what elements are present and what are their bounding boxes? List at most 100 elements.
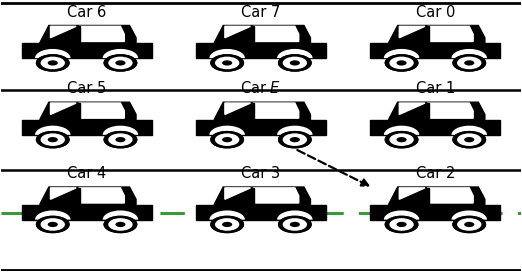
- Polygon shape: [399, 103, 425, 115]
- Polygon shape: [21, 205, 152, 220]
- Polygon shape: [425, 26, 429, 43]
- Polygon shape: [214, 102, 311, 120]
- Text: Car 4: Car 4: [67, 166, 106, 181]
- Circle shape: [278, 54, 312, 72]
- Circle shape: [222, 60, 232, 66]
- Polygon shape: [251, 188, 255, 205]
- Polygon shape: [138, 135, 152, 136]
- Circle shape: [36, 131, 69, 149]
- Polygon shape: [370, 135, 384, 136]
- Circle shape: [464, 60, 474, 66]
- Polygon shape: [225, 188, 251, 199]
- Circle shape: [103, 131, 137, 149]
- Polygon shape: [253, 26, 299, 41]
- Wedge shape: [277, 211, 313, 220]
- Polygon shape: [21, 220, 35, 221]
- Circle shape: [457, 57, 481, 69]
- Polygon shape: [40, 102, 136, 120]
- Circle shape: [210, 216, 244, 233]
- Polygon shape: [79, 103, 124, 118]
- Wedge shape: [103, 126, 138, 135]
- Circle shape: [103, 131, 137, 149]
- Circle shape: [397, 137, 407, 142]
- Polygon shape: [196, 205, 326, 220]
- Circle shape: [290, 137, 300, 142]
- Polygon shape: [40, 26, 136, 43]
- Circle shape: [389, 57, 414, 69]
- Wedge shape: [277, 126, 313, 135]
- Circle shape: [453, 54, 486, 72]
- Polygon shape: [138, 220, 152, 221]
- Circle shape: [290, 60, 300, 66]
- Circle shape: [108, 218, 133, 231]
- Polygon shape: [399, 188, 425, 199]
- Wedge shape: [277, 49, 313, 58]
- Text: Car 6: Car 6: [67, 5, 106, 20]
- Circle shape: [457, 133, 481, 146]
- Circle shape: [36, 131, 69, 149]
- Polygon shape: [51, 188, 76, 199]
- Circle shape: [282, 133, 307, 146]
- Polygon shape: [251, 103, 255, 120]
- Circle shape: [389, 218, 414, 231]
- Circle shape: [464, 222, 474, 227]
- Circle shape: [397, 60, 407, 66]
- Circle shape: [215, 133, 240, 146]
- Polygon shape: [70, 220, 103, 221]
- Circle shape: [115, 60, 125, 66]
- Polygon shape: [79, 188, 124, 203]
- Polygon shape: [196, 58, 209, 60]
- Circle shape: [290, 137, 300, 142]
- Circle shape: [103, 54, 137, 72]
- Circle shape: [222, 222, 232, 227]
- Polygon shape: [21, 120, 152, 135]
- Circle shape: [108, 133, 133, 146]
- Circle shape: [282, 218, 307, 231]
- Circle shape: [41, 57, 65, 69]
- Text: Car 0: Car 0: [416, 5, 455, 20]
- Polygon shape: [419, 58, 452, 60]
- Circle shape: [103, 216, 137, 233]
- Circle shape: [278, 131, 312, 149]
- Circle shape: [48, 60, 58, 66]
- Wedge shape: [209, 126, 245, 135]
- Circle shape: [278, 216, 312, 233]
- Circle shape: [36, 216, 69, 233]
- Polygon shape: [79, 26, 124, 41]
- Text: Car 1: Car 1: [416, 81, 455, 96]
- Polygon shape: [487, 58, 501, 60]
- Polygon shape: [388, 26, 485, 43]
- Polygon shape: [388, 102, 485, 120]
- Wedge shape: [209, 49, 245, 58]
- Circle shape: [385, 54, 419, 72]
- Circle shape: [215, 218, 240, 231]
- Circle shape: [464, 60, 474, 66]
- Polygon shape: [51, 26, 76, 38]
- Text: Car 3: Car 3: [242, 166, 280, 181]
- Polygon shape: [21, 58, 35, 60]
- Wedge shape: [103, 49, 138, 58]
- Circle shape: [36, 54, 69, 72]
- Wedge shape: [103, 211, 138, 220]
- Text: Car 5: Car 5: [67, 81, 106, 96]
- Circle shape: [210, 131, 244, 149]
- Polygon shape: [196, 220, 209, 221]
- Wedge shape: [384, 211, 419, 220]
- Circle shape: [457, 133, 481, 146]
- Circle shape: [41, 133, 65, 146]
- Polygon shape: [21, 43, 152, 58]
- Circle shape: [282, 57, 307, 69]
- Polygon shape: [214, 26, 311, 43]
- Circle shape: [397, 222, 407, 227]
- Circle shape: [41, 218, 65, 231]
- Circle shape: [453, 216, 486, 233]
- Circle shape: [385, 216, 419, 233]
- Circle shape: [282, 133, 307, 146]
- Text: Car $\mathit{E}$: Car $\mathit{E}$: [241, 80, 281, 96]
- Circle shape: [457, 57, 481, 69]
- Circle shape: [41, 218, 65, 231]
- Circle shape: [215, 57, 240, 69]
- Circle shape: [389, 57, 414, 69]
- Polygon shape: [196, 135, 209, 136]
- Circle shape: [210, 54, 244, 72]
